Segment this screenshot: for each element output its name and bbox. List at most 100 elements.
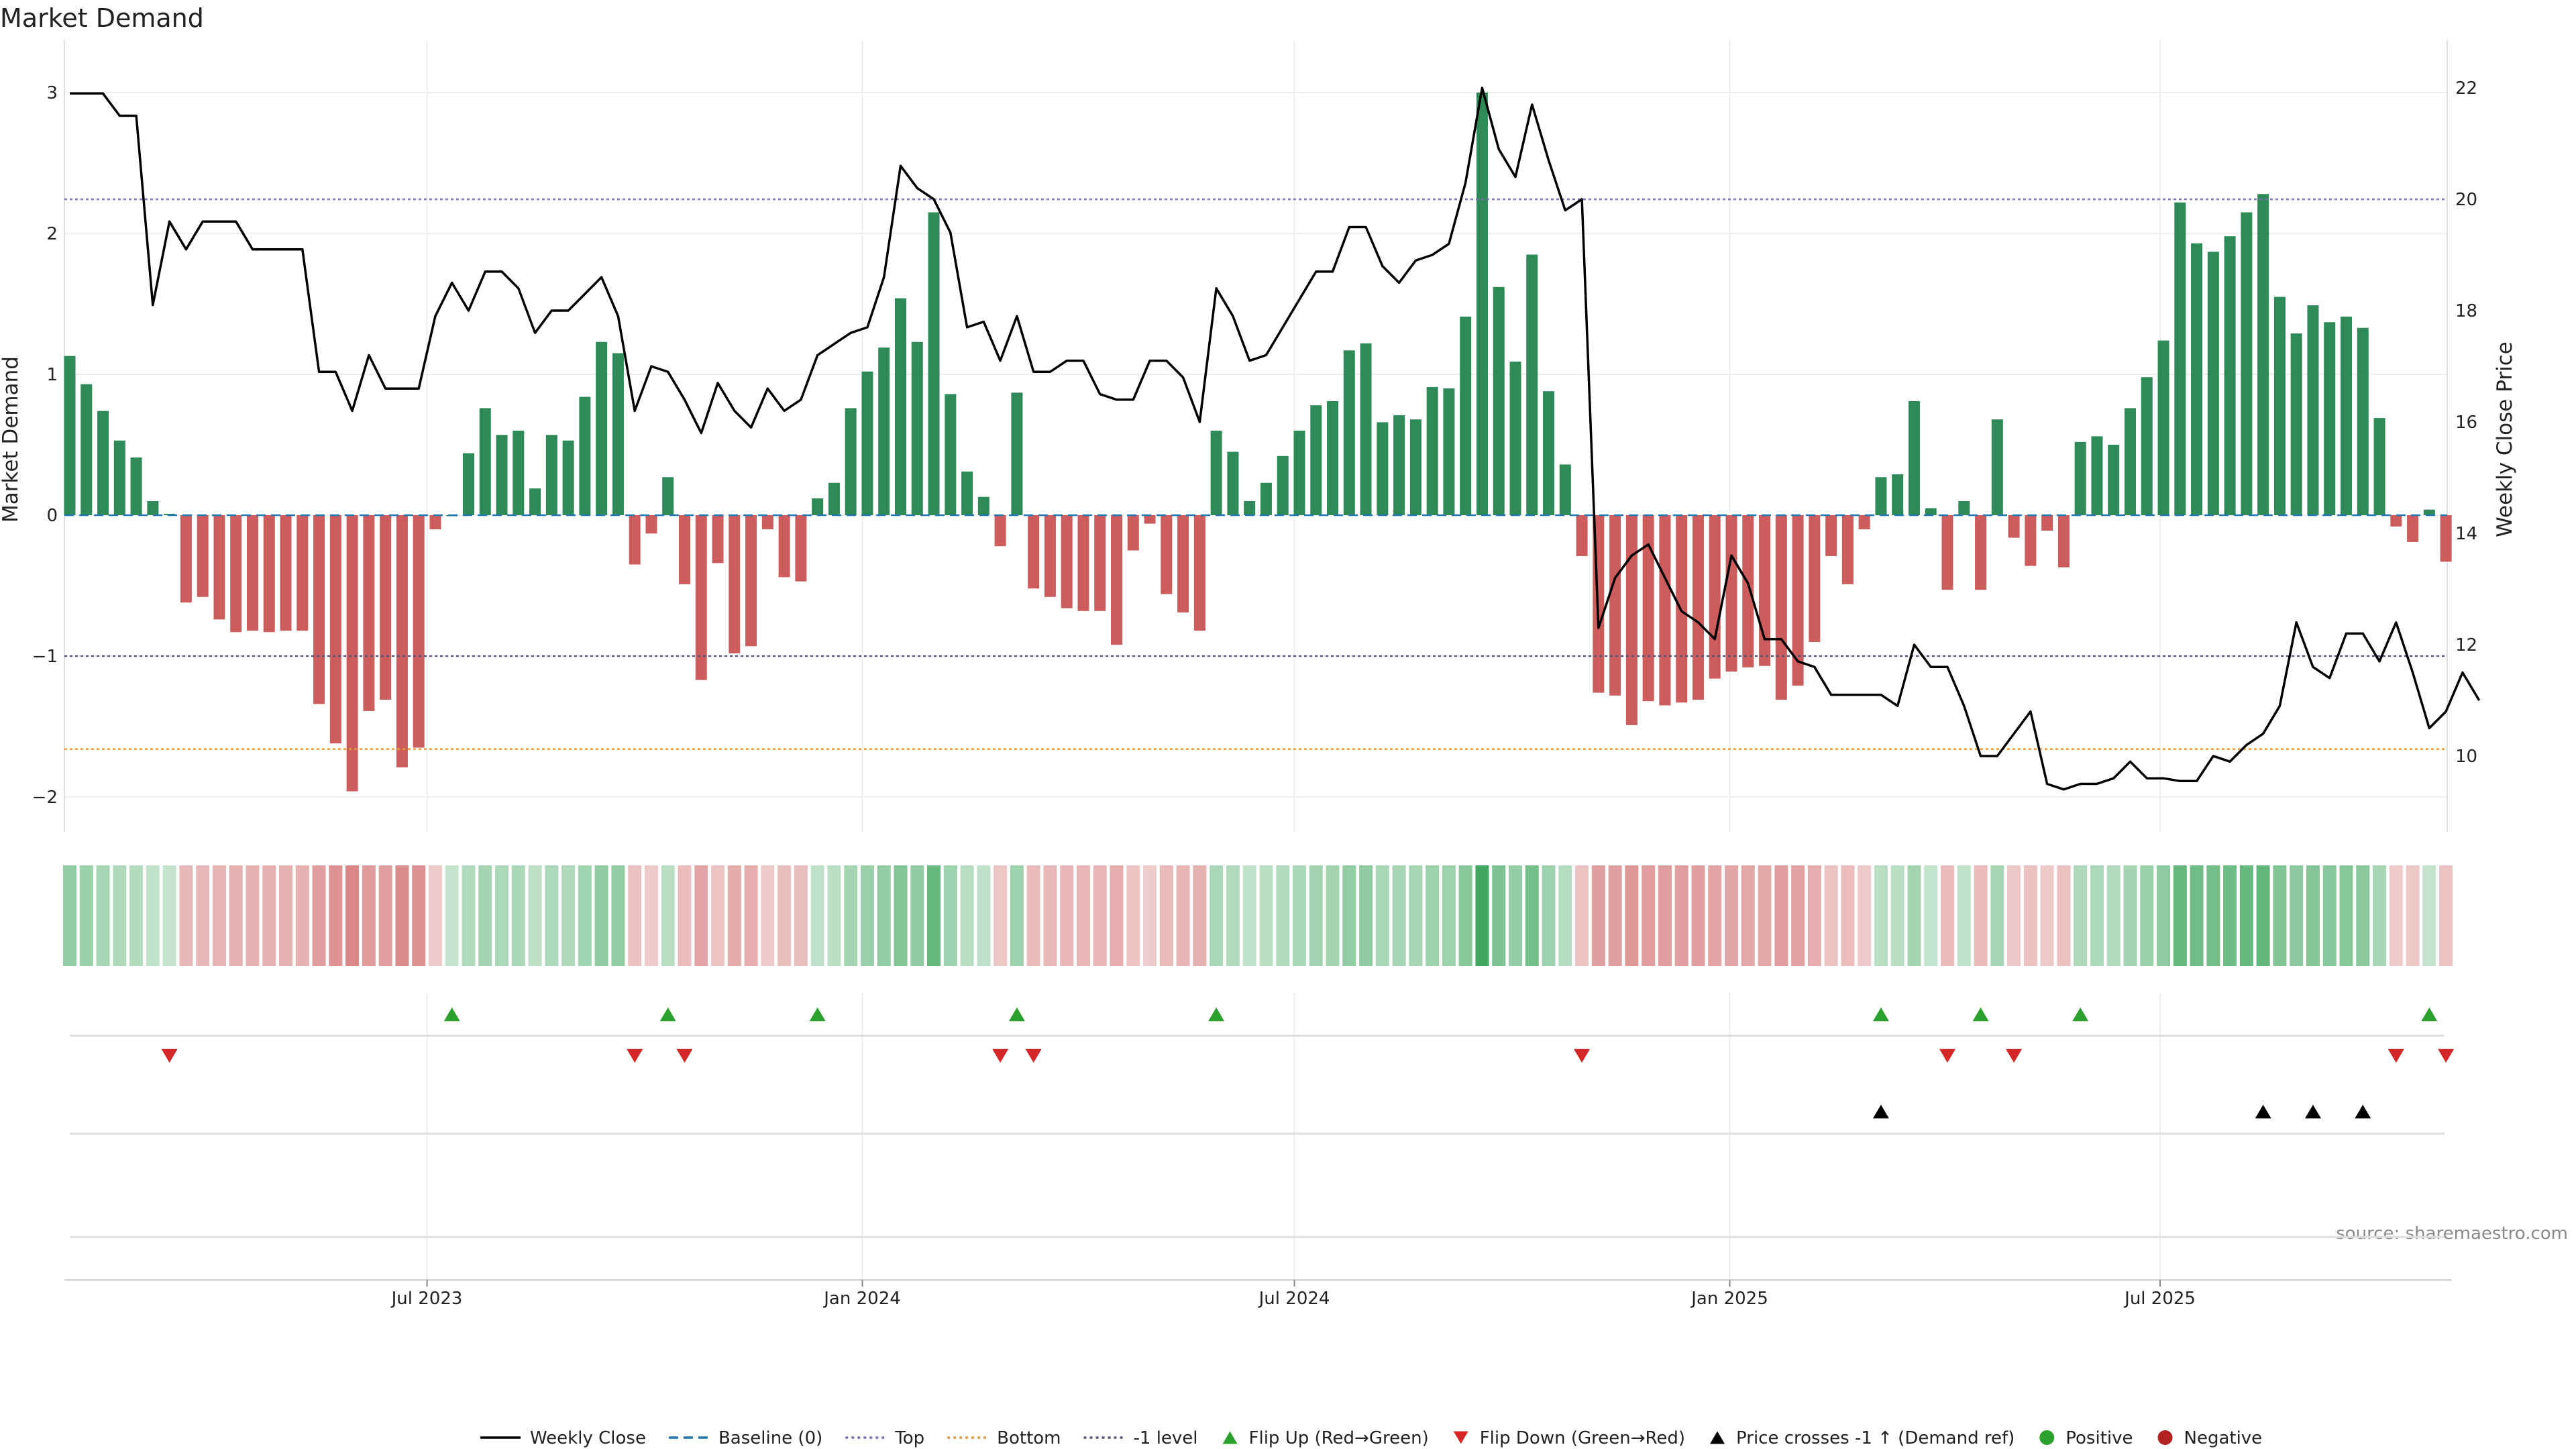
heat-cell-positive: [611, 865, 625, 966]
heat-cell-positive: [1259, 865, 1273, 966]
negative-demand-bar: [2041, 515, 2053, 531]
legend-item: Top: [845, 1428, 924, 1448]
flip-down-marker: [1574, 1049, 1591, 1063]
positive-demand-bar: [861, 371, 873, 515]
heat-cell-positive: [96, 865, 110, 966]
negative-demand-bar: [1028, 515, 1040, 589]
heat-cell-positive: [1409, 865, 1423, 966]
heat-cell-positive: [1508, 865, 1522, 966]
heat-cell-positive: [2173, 865, 2187, 966]
positive-demand-bar: [64, 356, 76, 515]
heat-cell-negative: [644, 865, 658, 966]
heat-cell-positive: [2074, 865, 2088, 966]
positive-demand-bar: [2124, 408, 2136, 515]
heat-cell-positive: [1874, 865, 1888, 966]
heat-cell-negative: [1741, 865, 1755, 966]
heat-cell-positive: [1890, 865, 1904, 966]
heat-cell-positive: [79, 865, 93, 966]
legend-label: Weekly Close: [530, 1428, 646, 1448]
heat-cell-negative: [761, 865, 775, 966]
heat-cell-negative: [1674, 865, 1688, 966]
legend-item: Price crosses -1 ↑ (Demand ref): [1710, 1428, 2015, 1448]
negative-demand-bar: [1061, 515, 1073, 608]
heat-cell-positive: [1475, 865, 1489, 966]
heat-cell-positive: [478, 865, 492, 966]
positive-demand-bar: [1493, 286, 1505, 515]
negative-demand-bar: [346, 515, 358, 792]
heat-cell-positive: [445, 865, 459, 966]
heat-cell-negative: [2057, 865, 2071, 966]
positive-demand-bar: [1293, 431, 1305, 515]
negative-demand-bar: [1941, 515, 1953, 590]
heat-cell-positive: [2290, 865, 2304, 966]
positive-demand-bar: [662, 477, 674, 515]
heat-cell-positive: [146, 865, 160, 966]
positive-demand-bar: [1908, 400, 1920, 515]
heat-cell-positive: [2140, 865, 2154, 966]
heat-cell-negative: [1625, 865, 1639, 966]
heat-cell-negative: [1060, 865, 1074, 966]
negative-demand-bar: [1742, 515, 1754, 667]
heat-cell-negative: [1791, 865, 1805, 966]
heat-cell-positive: [1342, 865, 1356, 966]
heat-cell-negative: [1143, 865, 1157, 966]
negative-demand-bar: [413, 515, 425, 748]
positive-demand-bar: [1011, 392, 1023, 515]
heat-cell-negative: [794, 865, 808, 966]
heat-cell-negative: [1758, 865, 1772, 966]
flip-up-marker: [809, 1007, 826, 1022]
flip-down-marker: [1025, 1049, 1042, 1063]
flip-up-marker: [1972, 1007, 1989, 1022]
heat-cell-positive: [1392, 865, 1406, 966]
heat-cell-positive: [2123, 865, 2137, 966]
negative-demand-bar: [1792, 515, 1804, 686]
heat-cell-positive: [2239, 865, 2253, 966]
positive-demand-bar: [2290, 333, 2302, 515]
positive-demand-bar: [1277, 455, 1289, 515]
heat-cell-positive: [927, 865, 941, 966]
positive-demand-bar: [2108, 445, 2120, 515]
heat-cell-positive: [1558, 865, 1572, 966]
negative-demand-bar: [1044, 515, 1056, 597]
positive-demand-bar: [113, 440, 125, 515]
heat-cell-negative: [1841, 865, 1855, 966]
negative-demand-bar: [280, 515, 292, 631]
heat-cell-positive: [2157, 865, 2171, 966]
y-axis-ticks: 3 2 1 0 −1 −2: [32, 83, 58, 808]
heat-cell-positive: [2373, 865, 2387, 966]
positive-demand-bar: [513, 431, 525, 515]
negative-demand-bar: [1094, 515, 1106, 611]
legend: Weekly Close Baseline (0) Top Bottom -1 leve…: [480, 1428, 2262, 1448]
positive-demand-bar: [2324, 322, 2336, 515]
positive-demand-bar: [2273, 297, 2286, 515]
negative-demand-bar: [213, 515, 225, 620]
negative-demand-bar: [2407, 515, 2419, 542]
y-tick-label: 0: [46, 506, 58, 526]
heat-cell-positive: [2322, 865, 2337, 966]
heat-cell-positive: [1292, 865, 1306, 966]
positive-demand-bar: [1892, 474, 1904, 515]
negative-demand-bar: [761, 515, 773, 529]
heat-cell-positive: [594, 865, 608, 966]
positive-demand-bar: [1476, 93, 1488, 515]
positive-demand-bar: [579, 396, 591, 515]
negative-demand-bar: [1825, 515, 1837, 556]
heat-cell-positive: [495, 865, 509, 966]
heat-cell-positive: [910, 865, 924, 966]
y-tick-label: −1: [32, 647, 58, 667]
heat-cell-negative: [295, 865, 309, 966]
positive-demand-bar: [2423, 509, 2435, 515]
positive-demand-bar: [545, 435, 557, 515]
y-axis-label: Market Demand: [0, 356, 23, 523]
positive-demand-bar: [2241, 212, 2253, 515]
heat-cell-negative: [1093, 865, 1107, 966]
positive-demand-bar: [2257, 194, 2269, 515]
legend-item: -1 level: [1083, 1428, 1198, 1448]
x-tick-label: Jul 2024: [1258, 1289, 1330, 1309]
negative-demand-bar: [729, 515, 741, 653]
negative-demand-bar: [197, 515, 209, 597]
heat-strip: [63, 865, 2453, 966]
heat-cell-negative: [1708, 865, 1722, 966]
negative-demand-bar: [1659, 515, 1671, 706]
